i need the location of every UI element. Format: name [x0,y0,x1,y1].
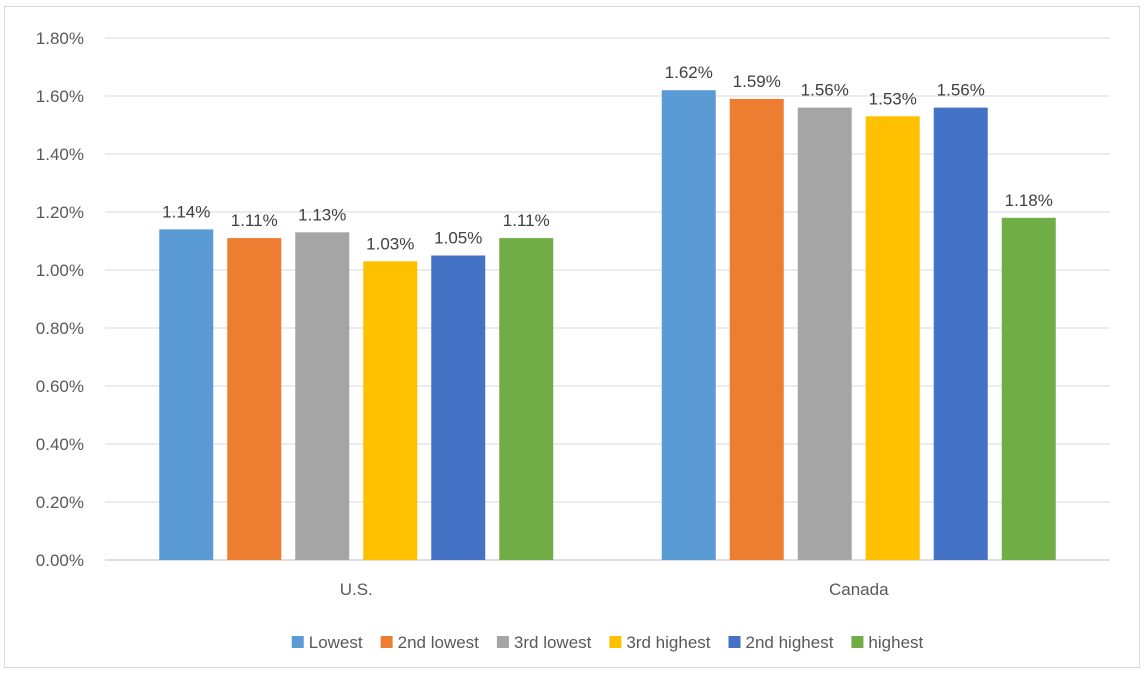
data-label: 1.13% [298,205,346,224]
legend-swatch [609,636,622,648]
data-label: 1.05% [434,229,482,248]
y-tick-label: 0.80% [36,319,84,338]
legend-swatch [728,636,741,648]
y-tick-label: 1.40% [36,145,84,164]
bars [159,90,1056,561]
legend-label: 2nd lowest [398,633,480,652]
legend-label: Lowest [309,633,363,652]
y-tick-label: 0.40% [36,435,84,454]
legend-label: highest [868,633,923,652]
data-label: 1.53% [869,89,917,108]
bar [227,238,282,560]
x-category-label: U.S. [340,580,373,599]
bar [363,261,418,560]
bar [661,90,716,560]
data-label: 1.56% [937,81,985,100]
x-category-label: Canada [829,580,889,599]
y-tick-label: 0.20% [36,493,84,512]
legend-swatch [851,636,864,648]
bar [933,107,988,560]
data-label: 1.18% [1005,191,1053,210]
y-tick-label: 0.60% [36,377,84,396]
legend-label: 3rd lowest [514,633,592,652]
bar [1001,217,1056,561]
y-tick-label: 1.00% [36,261,84,280]
y-tick-label: 1.20% [36,203,84,222]
legend-label: 2nd highest [746,633,834,652]
bar [499,238,554,560]
data-label: 1.56% [801,81,849,100]
data-labels: 1.14% 1.11% 1.13% 1.03% 1.05% 1.11% 1.62% 1.59%… [162,63,1053,253]
x-axis: U.S. Canada [340,580,889,599]
y-tick-label: 0.00% [36,551,84,570]
y-axis: 0.00% 0.20% 0.40% 0.60% 0.80% 1.00% 1.20% 1.40%… [36,29,84,570]
data-label: 1.03% [366,234,414,253]
legend-swatch [496,636,509,648]
bar [729,98,784,561]
bar [431,255,486,560]
legend-items: Lowest 2nd lowest 3rd lowest 3rd highest 2nd… [291,633,924,652]
data-label: 1.59% [733,72,781,91]
legend-swatch [380,636,393,648]
y-tick-label: 1.60% [36,87,84,106]
bar [295,232,350,561]
bar [159,229,214,560]
data-label: 1.62% [665,63,713,82]
legend: Lowest 2nd lowest 3rd lowest 3rd highest 2nd… [291,633,924,652]
legend-swatch [291,636,304,648]
data-label: 1.14% [162,202,210,221]
bar [865,116,920,561]
data-label: 1.11% [231,211,278,230]
legend-label: 3rd highest [626,633,710,652]
y-tick-label: 1.80% [36,29,84,48]
data-label: 1.11% [503,211,550,230]
bar [797,107,852,560]
